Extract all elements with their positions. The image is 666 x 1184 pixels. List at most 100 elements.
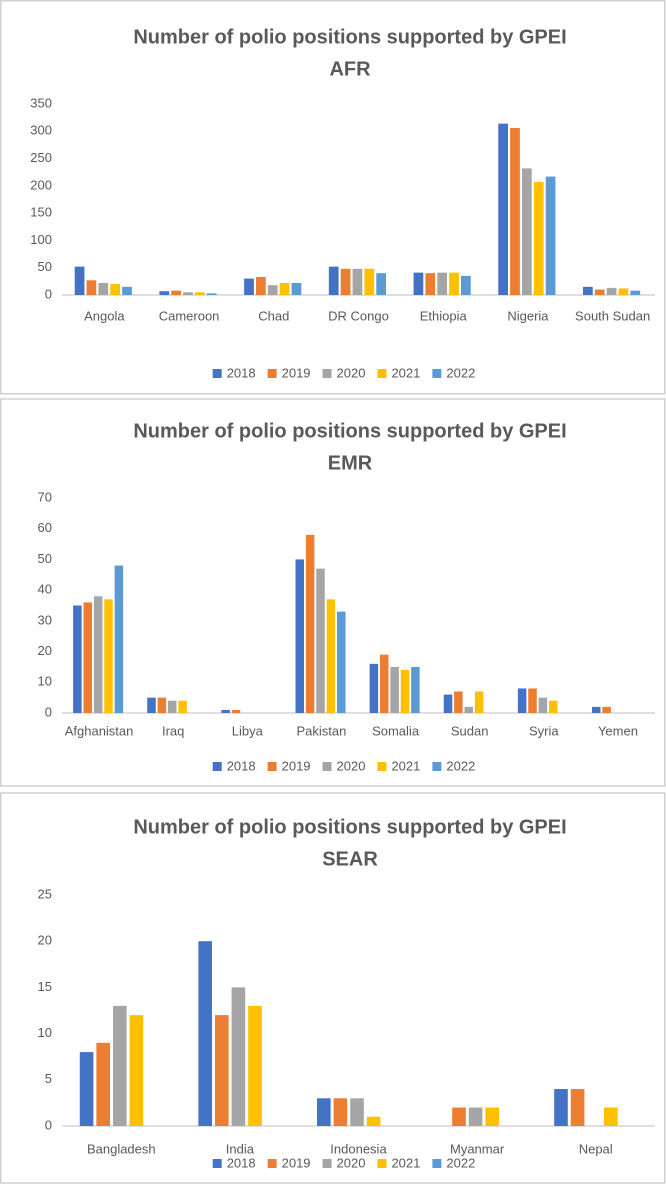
bar <box>198 941 213 1126</box>
legend-swatch <box>432 762 442 771</box>
y-tick-label: 10 <box>38 674 52 689</box>
bar <box>326 599 336 713</box>
bar <box>129 1015 144 1126</box>
bar <box>93 596 103 713</box>
legend-label: 2018 <box>227 365 256 380</box>
y-tick-label: 60 <box>38 520 52 535</box>
bar <box>474 691 484 713</box>
x-tick-label: Somalia <box>372 723 420 738</box>
bar <box>464 706 474 713</box>
bar <box>618 288 629 295</box>
legend-label: 2022 <box>446 758 475 773</box>
x-tick-label: Chad <box>258 308 289 323</box>
bar <box>570 1089 585 1126</box>
y-tick-label: 40 <box>38 582 52 597</box>
bar <box>295 559 305 713</box>
bar <box>533 182 544 295</box>
x-tick-label: DR Congo <box>328 308 389 323</box>
bar <box>248 1005 262 1126</box>
legend-swatch <box>432 369 442 378</box>
bar <box>602 706 611 713</box>
y-tick-label: 0 <box>45 286 52 301</box>
bar <box>114 565 124 713</box>
y-tick-label: 300 <box>30 123 52 138</box>
bar <box>73 605 82 713</box>
x-tick-label: Indonesia <box>330 1141 387 1156</box>
bar <box>316 1098 331 1126</box>
legend-swatch <box>267 1159 277 1168</box>
x-tick-label: Yemen <box>598 723 638 738</box>
legend-label: 2021 <box>391 365 420 380</box>
bar <box>171 290 182 295</box>
bar <box>195 292 205 295</box>
bar <box>517 688 527 713</box>
bar <box>104 599 113 713</box>
legend-swatch <box>212 1159 222 1168</box>
bar <box>606 287 617 295</box>
bar <box>231 709 241 713</box>
y-tick-label: 5 <box>45 1071 52 1086</box>
legend-label: 2022 <box>446 365 475 380</box>
bar <box>376 273 387 295</box>
y-tick-label: 100 <box>30 232 52 247</box>
legend-swatch <box>377 762 387 771</box>
bar <box>183 292 193 295</box>
bar <box>437 272 448 295</box>
y-tick-label: 50 <box>38 551 52 566</box>
y-tick-label: 25 <box>38 886 52 901</box>
legend-swatch <box>212 369 222 378</box>
bar <box>498 123 509 295</box>
legend-label: 2020 <box>337 365 366 380</box>
bar <box>521 168 532 295</box>
y-tick-label: 50 <box>38 259 52 274</box>
bar <box>340 268 351 295</box>
bar <box>214 1015 229 1126</box>
bar <box>604 1107 618 1126</box>
bar <box>159 291 170 295</box>
legend-swatch <box>377 1159 387 1168</box>
bar <box>83 602 93 713</box>
bar <box>352 268 363 295</box>
bar <box>364 268 375 295</box>
legend-label: 2020 <box>337 758 366 773</box>
bar <box>390 666 399 713</box>
bar <box>98 282 109 295</box>
bar <box>443 694 453 713</box>
x-tick-label: Cameroon <box>159 308 220 323</box>
bar <box>468 1107 483 1126</box>
x-tick-label: Angola <box>84 308 125 323</box>
legend-swatch <box>432 1159 442 1168</box>
bar <box>110 284 121 295</box>
bar <box>279 282 290 295</box>
bar <box>337 611 346 713</box>
x-tick-label: South Sudan <box>575 308 650 323</box>
bar <box>449 272 459 295</box>
bar <box>96 1042 111 1126</box>
legend-label: 2019 <box>282 1155 311 1170</box>
legend-swatch <box>267 762 277 771</box>
x-tick-label: Afghanistan <box>65 723 134 738</box>
bar <box>86 280 97 295</box>
bar <box>413 272 424 295</box>
bar <box>206 293 217 295</box>
bar <box>485 1107 500 1126</box>
x-tick-label: Nepal <box>579 1141 613 1156</box>
x-tick-label: Myanmar <box>450 1141 505 1156</box>
bar <box>221 709 230 713</box>
x-tick-label: Ethiopia <box>420 308 468 323</box>
bar <box>305 534 315 713</box>
bar <box>79 1052 94 1126</box>
bar <box>630 290 641 295</box>
legend-swatch <box>212 762 222 771</box>
bar <box>122 286 132 295</box>
chart-title: Number of polio positions supported by G… <box>133 26 566 48</box>
legend-label: 2019 <box>282 365 311 380</box>
x-tick-label: India <box>226 1141 255 1156</box>
y-tick-label: 350 <box>30 95 52 110</box>
y-tick-label: 250 <box>30 150 52 165</box>
bar <box>291 282 302 295</box>
y-tick-label: 0 <box>45 1117 52 1132</box>
y-tick-label: 30 <box>38 612 52 627</box>
y-tick-label: 10 <box>38 1025 52 1040</box>
legend-swatch <box>322 369 332 378</box>
